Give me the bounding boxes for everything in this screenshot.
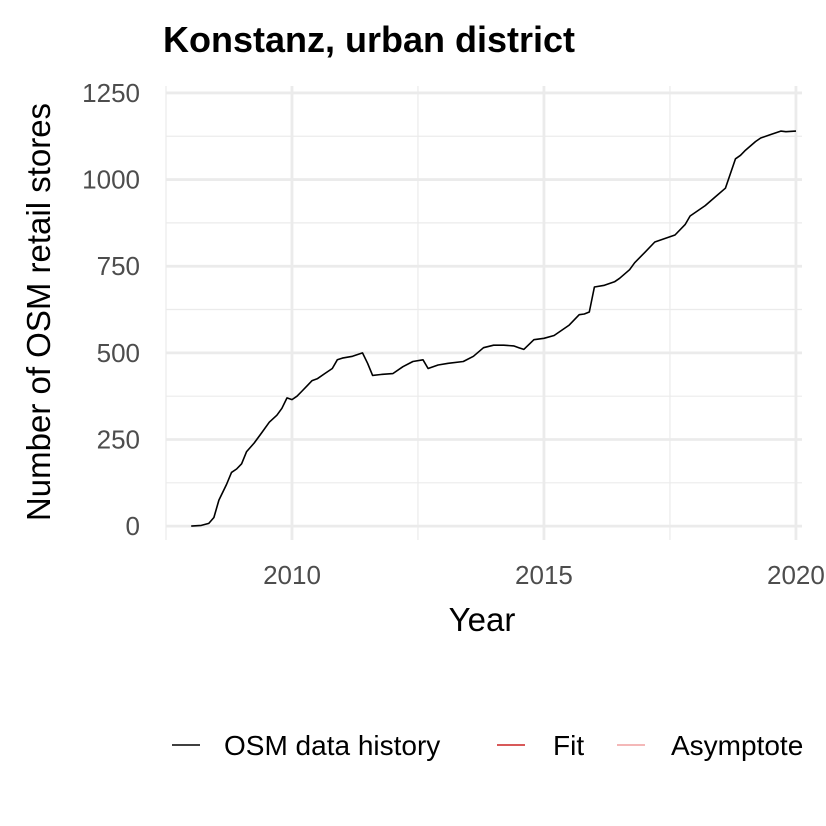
minor-gridlines — [165, 86, 802, 540]
y-tick-label: 0 — [126, 511, 140, 541]
series-line-osm-data-history — [191, 130, 797, 527]
x-tick-label: 2020 — [767, 560, 825, 590]
legend-item-fit: Fit — [497, 730, 584, 761]
legend: OSM data history Fit Asymptote — [172, 730, 803, 761]
x-axis-ticks: 2010 2015 2020 — [263, 560, 825, 590]
legend-item-asymptote: Asymptote — [617, 730, 803, 761]
major-gridlines — [166, 86, 802, 540]
legend-label-fit: Fit — [553, 730, 584, 761]
legend-item-osm-data-history: OSM data history — [172, 730, 440, 761]
y-tick-label: 1000 — [82, 165, 140, 195]
y-tick-label: 250 — [97, 424, 140, 454]
x-tick-label: 2010 — [263, 560, 321, 590]
y-axis-ticks: 0 250 500 750 1000 1250 — [82, 78, 140, 541]
y-tick-label: 1250 — [82, 78, 140, 108]
legend-label-asymptote: Asymptote — [671, 730, 803, 761]
legend-label-osm-data-history: OSM data history — [224, 730, 440, 761]
x-tick-label: 2015 — [515, 560, 573, 590]
y-tick-label: 500 — [97, 338, 140, 368]
y-tick-label: 750 — [97, 251, 140, 281]
series-layer — [191, 130, 797, 527]
chart-title: Konstanz, urban district — [163, 19, 575, 60]
x-axis-title: Year — [449, 601, 516, 638]
y-axis-title: Number of OSM retail stores — [20, 103, 57, 521]
